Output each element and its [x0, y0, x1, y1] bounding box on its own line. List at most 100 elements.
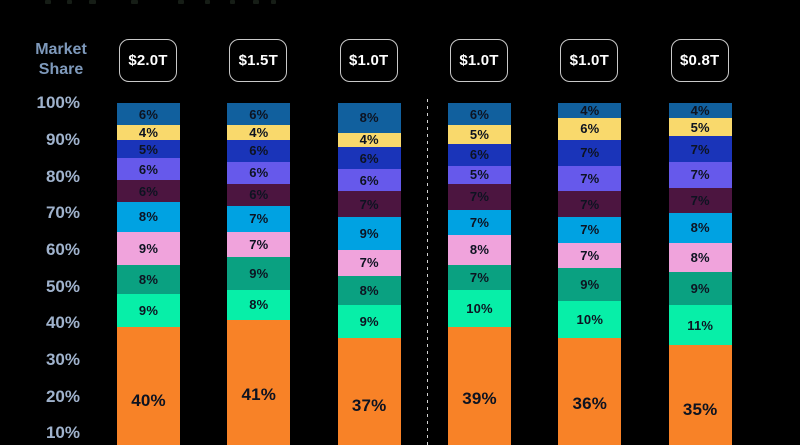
cropped-title-fragment [230, 0, 235, 4]
y-axis-label: 90% [45, 129, 80, 149]
y-axis-title-line1: Market [35, 41, 87, 58]
bar-segment-azure: 7% [558, 216, 622, 243]
bar-segment-mint: 9% [117, 293, 180, 327]
segment-label: 10% [466, 301, 493, 317]
segment-label: 35% [682, 399, 718, 419]
segment-label: 7% [469, 189, 490, 205]
segment-label: 6% [138, 161, 159, 177]
stacked-bar: 6% 4% 6% 6% 6% 7% 7% 9% 8% 41% [227, 103, 291, 445]
header-value: $0.8T [680, 52, 720, 69]
header-value-box: $1.0T [450, 39, 508, 82]
y-axis-title: Market Share [28, 40, 94, 80]
bar-segment-orange: 35% [668, 345, 732, 445]
cropped-title-fragment [89, 0, 96, 4]
bar-segment-dark-blue: 4% [558, 103, 622, 119]
segment-label: 4% [359, 132, 379, 148]
stacked-bar: 4% 6% 7% 7% 7% 7% 7% 9% 10% 36% [558, 103, 622, 445]
segment-label: 6% [138, 106, 159, 122]
bar-segment-royal-blue: 6% [337, 147, 401, 170]
segment-label: 8% [138, 271, 159, 287]
bar-segment-yellow: 5% [448, 125, 511, 144]
stacked-bar: 4% 5% 7% 7% 7% 8% 8% 9% 11% 35% [668, 103, 732, 445]
segment-label: 11% [687, 317, 714, 333]
bar-segment-azure: 9% [337, 216, 401, 250]
segment-label: 8% [359, 110, 379, 126]
segment-label: 39% [462, 388, 497, 408]
segment-label: 7% [580, 145, 600, 161]
segment-label: 9% [359, 225, 379, 241]
segment-label: 7% [690, 167, 710, 183]
bar-segment-dark-blue: 6% [117, 103, 180, 126]
bar-segment-maroon: 7% [558, 191, 622, 217]
bar-segment-teal: 7% [448, 264, 511, 291]
bar-segment-orange: 36% [558, 337, 622, 445]
bar-segment-teal: 9% [668, 271, 732, 305]
y-axis-title-line2: Share [38, 61, 84, 78]
segment-label: 5% [690, 119, 710, 135]
segment-label: 6% [138, 183, 159, 199]
bar-segment-yellow: 6% [558, 117, 622, 140]
bar-segment-mint: 9% [337, 304, 401, 338]
segment-label: 7% [469, 214, 490, 230]
bar-segment-dark-blue: 8% [337, 103, 401, 133]
segment-label: 5% [469, 167, 490, 183]
bar-segment-yellow: 4% [227, 125, 291, 141]
bar-segment-teal: 9% [227, 257, 291, 291]
bar-segment-teal: 9% [558, 268, 622, 302]
segment-label: 7% [359, 255, 379, 271]
bar-segment-royal-blue: 7% [668, 136, 732, 162]
y-axis-label: 20% [45, 386, 80, 406]
header-value: $1.0T [349, 52, 389, 69]
segment-label: 5% [469, 126, 490, 142]
segment-label: 6% [469, 147, 490, 163]
segment-label: 7% [580, 196, 600, 212]
bar-segment-mint: 10% [448, 290, 511, 327]
bar-segment-violet: 7% [668, 161, 732, 188]
bar-segment-royal-blue: 6% [227, 139, 291, 162]
y-axis-label: 100% [36, 93, 80, 113]
bar-segment-mint: 11% [668, 304, 732, 346]
y-axis-label: 40% [45, 313, 80, 333]
cropped-title-fragment [205, 0, 210, 4]
cropped-title-fragment [67, 0, 72, 4]
segment-label: 37% [351, 396, 387, 416]
segment-label: 8% [138, 209, 159, 225]
segment-label: 8% [249, 297, 269, 313]
header-value-box: $1.5T [229, 39, 288, 82]
bar-segment-violet: 5% [448, 165, 511, 184]
segment-label: 4% [249, 125, 269, 141]
segment-label: 6% [469, 106, 490, 122]
bar-segment-pink: 7% [558, 242, 622, 269]
bar-segment-maroon: 7% [448, 183, 511, 210]
bar-segment-dark-blue: 4% [668, 103, 732, 118]
segment-label: 4% [580, 103, 600, 119]
segment-label: 6% [359, 150, 379, 166]
segment-label: 40% [131, 390, 166, 410]
bar-segment-orange: 41% [227, 319, 291, 445]
bar-segment-dark-blue: 6% [448, 103, 511, 126]
header-value-box: $1.0T [560, 39, 619, 82]
bar-segment-mint: 10% [558, 301, 622, 338]
segment-label: 7% [580, 247, 600, 263]
segment-label: 9% [138, 240, 159, 256]
bar-segment-yellow: 5% [668, 117, 732, 137]
segment-label: 8% [469, 242, 490, 258]
bar-segment-azure: 8% [668, 213, 732, 243]
bar-segment-violet: 6% [337, 169, 401, 192]
segment-label: 7% [690, 141, 710, 157]
segment-label: 7% [249, 211, 269, 227]
bar-segment-pink: 8% [668, 242, 732, 272]
segment-label: 9% [580, 277, 600, 293]
group-divider-dashed-line [427, 99, 428, 445]
segment-label: 6% [580, 121, 600, 137]
segment-label: 7% [690, 192, 710, 208]
segment-label: 8% [690, 249, 710, 265]
segment-label: 7% [359, 196, 379, 212]
bar-segment-violet: 6% [117, 158, 180, 181]
cropped-title-fragment [45, 0, 51, 4]
bar-segment-orange: 37% [337, 337, 401, 445]
bar-segment-azure: 7% [227, 205, 291, 232]
cropped-title-fragment [131, 0, 138, 4]
header-value: $1.0T [459, 52, 499, 69]
